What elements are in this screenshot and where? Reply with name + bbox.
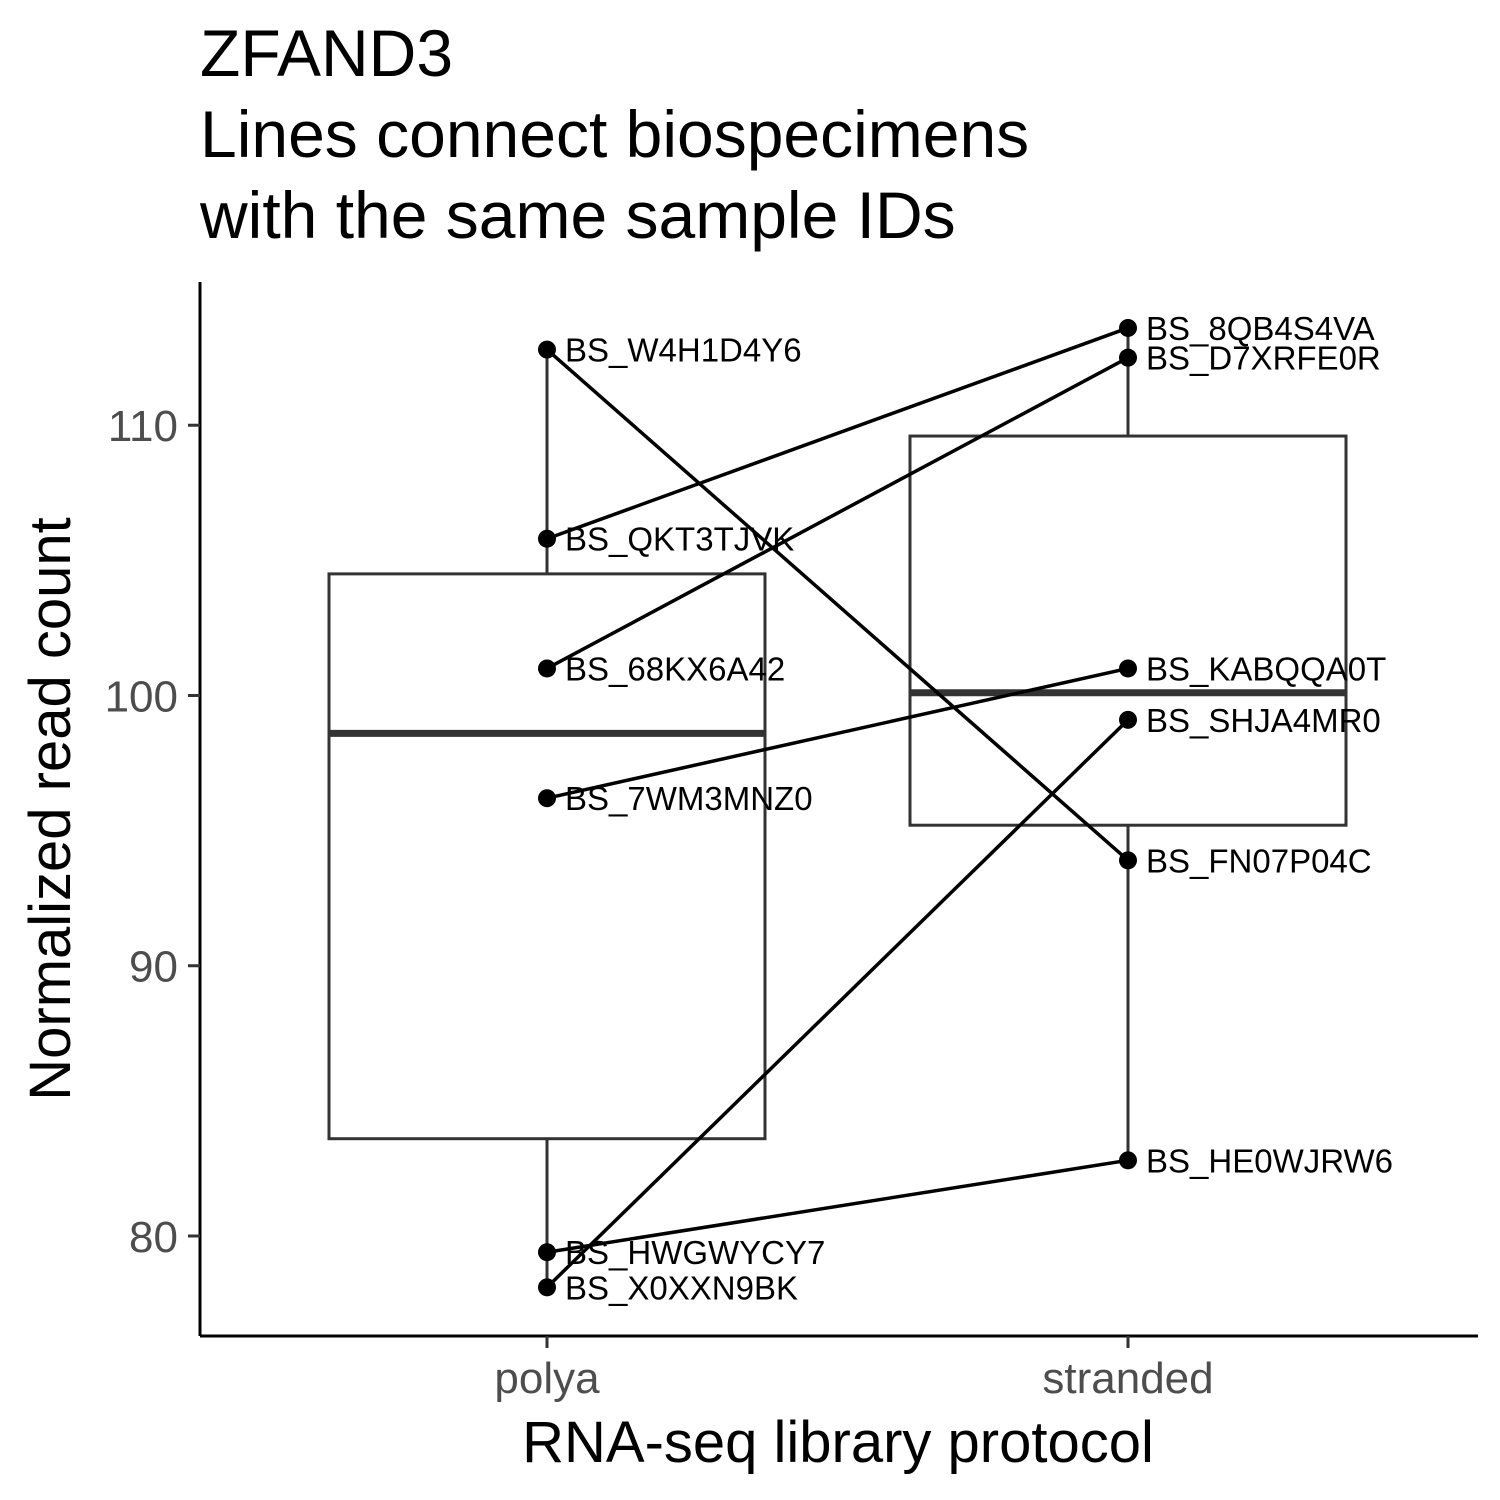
point-label: BS_8QB4S4VA xyxy=(1146,310,1375,347)
y-tick-label: 110 xyxy=(108,402,178,451)
connection-line xyxy=(546,326,1129,541)
points-layer xyxy=(538,318,1137,1297)
boxes-layer xyxy=(327,327,1348,1291)
point-label: BS_HWGWYCY7 xyxy=(565,1234,825,1271)
point-label: BS_W4H1D4Y6 xyxy=(565,332,802,369)
point-label: BS_7WM3MNZ0 xyxy=(565,780,813,817)
data-point xyxy=(538,340,556,359)
x-tick-label: polya xyxy=(494,1354,600,1403)
point-label: BS_SHJA4MR0 xyxy=(1146,702,1381,739)
connection-lines-layer xyxy=(545,326,1130,1289)
data-point xyxy=(1119,1151,1137,1170)
point-label: BS_D7XRFE0R xyxy=(1146,340,1381,377)
axes-layer: 80 90 100 110 polya stranded xyxy=(105,282,1478,1403)
point-label: BS_X0XXN9BK xyxy=(565,1269,798,1306)
data-point xyxy=(538,659,556,678)
box-polya xyxy=(327,349,767,1291)
interquartile-box xyxy=(908,434,1348,827)
data-point xyxy=(1119,851,1137,870)
y-axis-title: Normalized read count xyxy=(18,517,83,1101)
point-label: BS_FN07P04C xyxy=(1146,842,1372,879)
connection-line xyxy=(546,1158,1129,1254)
y-tick-label: 100 xyxy=(105,672,178,721)
box-stranded xyxy=(908,327,1348,1161)
y-tick-label: 80 xyxy=(129,1213,178,1262)
title-line-3: with the same sample IDs xyxy=(199,178,956,252)
connection-line xyxy=(546,666,1129,800)
data-point xyxy=(1119,710,1137,729)
data-point xyxy=(538,529,556,548)
y-tick-label: 90 xyxy=(129,943,178,992)
title-line-1: ZFAND3 xyxy=(200,16,453,90)
data-point xyxy=(1119,659,1137,678)
x-tick-label: stranded xyxy=(1042,1354,1213,1403)
data-point xyxy=(1119,318,1137,337)
point-labels-layer: BS_W4H1D4Y6 BS_QKT3TJVK BS_68KX6A42 BS_7WM3… xyxy=(565,310,1393,1306)
title-line-2: Lines connect biospecimens xyxy=(200,97,1029,171)
point-label: BS_HE0WJRW6 xyxy=(1146,1142,1393,1179)
interquartile-box xyxy=(327,572,767,1141)
connection-line xyxy=(545,348,1130,862)
point-label: BS_KABQQA0T xyxy=(1146,650,1386,687)
point-label: BS_QKT3TJVK xyxy=(565,521,794,558)
chart-title: ZFAND3 Lines connect biospecimens with t… xyxy=(199,16,1029,252)
data-point xyxy=(538,1243,556,1262)
connection-line xyxy=(545,718,1130,1289)
connection-line xyxy=(546,356,1129,671)
data-point xyxy=(538,789,556,808)
x-axis-title: RNA-seq library protocol xyxy=(522,1410,1154,1475)
point-label: BS_68KX6A42 xyxy=(565,650,785,687)
data-point xyxy=(538,1278,556,1297)
data-point xyxy=(1119,348,1137,367)
